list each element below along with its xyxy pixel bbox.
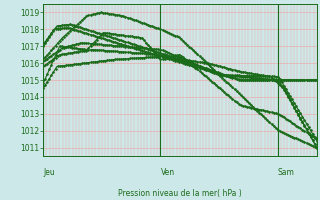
Text: Ven: Ven	[160, 168, 175, 177]
Text: Pression niveau de la mer( hPa ): Pression niveau de la mer( hPa )	[118, 189, 242, 198]
Text: Sam: Sam	[278, 168, 294, 177]
Text: Jeu: Jeu	[43, 168, 55, 177]
